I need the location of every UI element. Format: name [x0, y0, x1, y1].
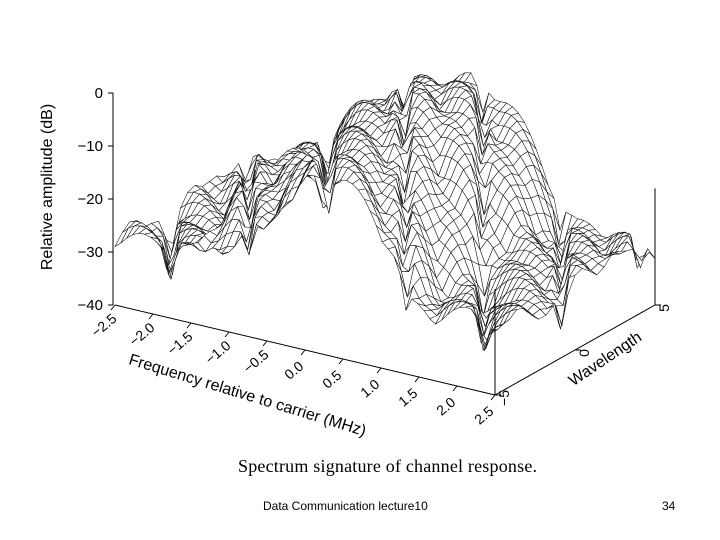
surface-mesh [114, 72, 656, 352]
x-tick-mark [262, 340, 268, 347]
y-tick-label: 5 [656, 304, 672, 312]
x-tick-label: −1.5 [164, 328, 196, 358]
surface-cell [488, 324, 503, 336]
x-tick-label: −2.0 [126, 319, 158, 349]
y-axis-label: Wavelength [566, 329, 645, 390]
z-axis-ticks: 0 −10 −20 −30 −40 [78, 85, 113, 314]
x-tick-mark [414, 376, 420, 383]
x-tick-label: 1.5 [395, 385, 420, 410]
y-tick-label: 0 [576, 349, 592, 357]
x-tick-label: 2.0 [433, 394, 458, 419]
x-tick-label: 1.0 [357, 376, 382, 401]
z-tick-label: −30 [78, 244, 103, 261]
x-tick-label: −2.5 [88, 310, 120, 340]
z-tick-label: −10 [78, 138, 103, 155]
x-tick-mark [300, 349, 306, 356]
x-tick-mark [224, 331, 230, 338]
x-tick-label: 0.0 [281, 358, 306, 383]
y-axis-ticks: −5 0 5 [495, 304, 672, 406]
x-tick-mark [490, 394, 496, 401]
x-tick-mark [110, 304, 116, 311]
chart-title: Spectrum signature of channel response. [238, 456, 538, 476]
x-tick-mark [376, 367, 382, 374]
x-tick-label: −0.5 [240, 346, 272, 376]
z-tick-label: −40 [78, 297, 103, 314]
x-tick-label: −1.0 [202, 337, 234, 367]
x-tick-label: 0.5 [319, 367, 344, 392]
x-tick-label: 2.5 [471, 403, 496, 428]
z-tick-label: 0 [95, 85, 103, 102]
x-tick-mark [452, 385, 458, 392]
x-tick-mark [148, 313, 154, 320]
x-tick-mark [338, 358, 344, 365]
x-tick-mark [186, 322, 192, 329]
z-axis-label: Relative amplitude (dB) [39, 104, 56, 270]
page-number: 34 [662, 499, 676, 513]
footer-lecture-title: Data Communication lecture10 [263, 499, 428, 513]
y-tick-label: −5 [496, 390, 512, 406]
z-tick-label: −20 [78, 191, 103, 208]
